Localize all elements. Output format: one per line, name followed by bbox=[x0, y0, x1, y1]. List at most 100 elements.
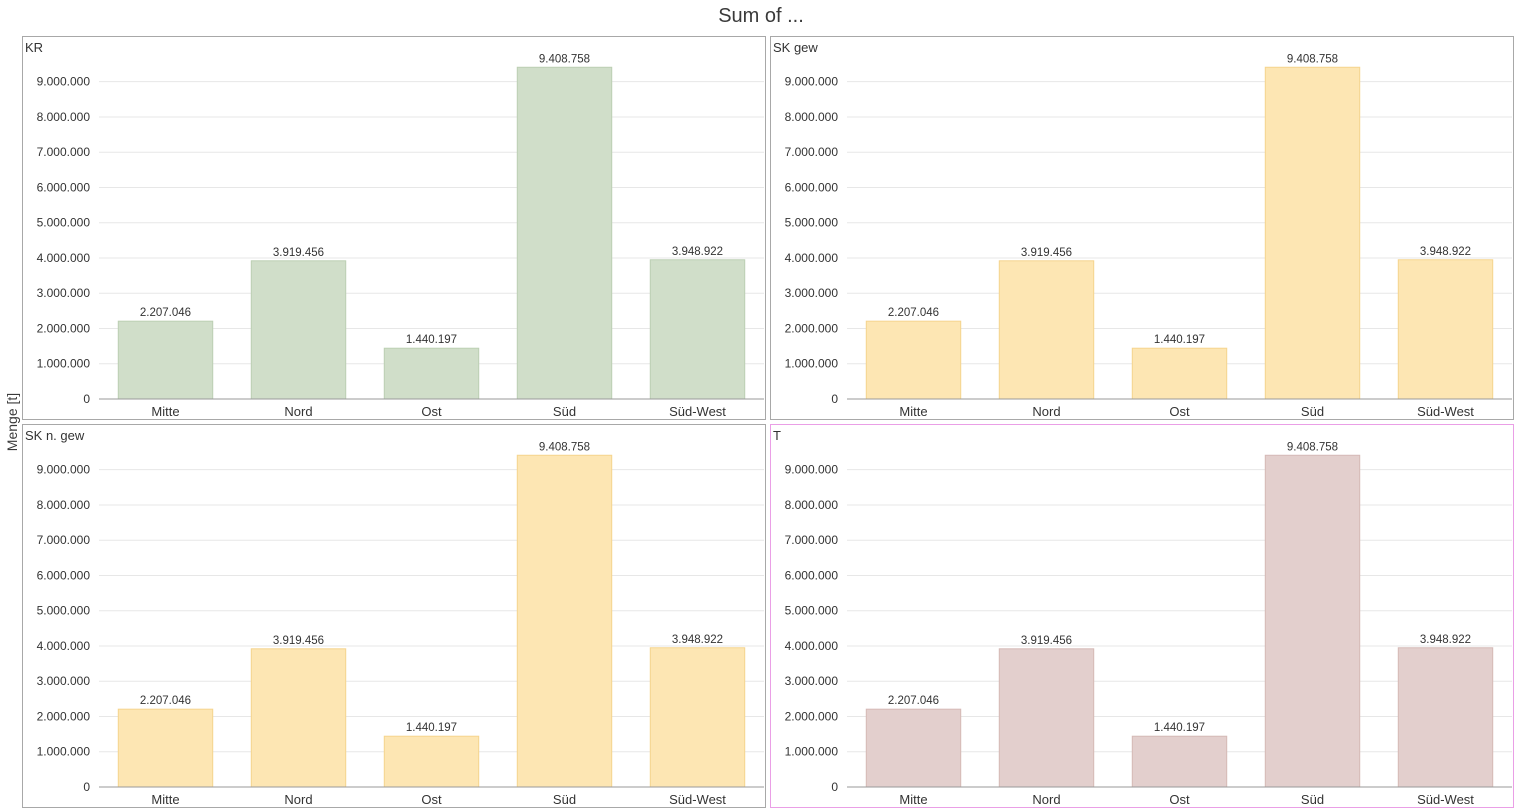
y-tick-label: 3.000.000 bbox=[37, 674, 91, 688]
x-tick-label: Nord bbox=[1032, 404, 1060, 419]
data-label: 3.919.456 bbox=[1021, 635, 1072, 647]
chart-title: Sum of ... bbox=[718, 5, 804, 27]
y-axis-label: Menge [t] bbox=[4, 392, 20, 452]
data-label: 1.440.197 bbox=[1154, 334, 1205, 346]
x-tick-label: Süd bbox=[553, 404, 576, 419]
x-tick-label: Süd-West bbox=[669, 404, 726, 419]
y-tick-label: 6.000.000 bbox=[785, 568, 839, 582]
bar[interactable] bbox=[1131, 735, 1228, 788]
panel-sk-n-gew[interactable]: SK n. gew 0 1.000.000 2.000.000 3.000.000 4.… bbox=[22, 424, 766, 808]
y-tick-label: 9.000.000 bbox=[37, 75, 91, 89]
bar[interactable] bbox=[250, 260, 347, 400]
bar[interactable] bbox=[998, 648, 1095, 788]
data-label: 9.408.758 bbox=[1287, 53, 1338, 65]
y-tick-label: 5.000.000 bbox=[37, 604, 91, 618]
y-tick-label: 3.000.000 bbox=[785, 674, 839, 688]
data-label: 2.207.046 bbox=[140, 307, 191, 319]
data-label: 1.440.197 bbox=[406, 722, 457, 734]
x-tick-label: Süd bbox=[1301, 792, 1324, 807]
y-tick-label: 4.000.000 bbox=[785, 639, 839, 653]
y-tick-label: 7.000.000 bbox=[785, 145, 839, 159]
y-tick-label: 3.000.000 bbox=[785, 286, 839, 300]
y-tick-label: 4.000.000 bbox=[785, 251, 839, 265]
y-tick-label: 5.000.000 bbox=[37, 216, 91, 230]
y-tick-label: 1.000.000 bbox=[37, 745, 91, 759]
bar[interactable] bbox=[1264, 454, 1361, 788]
bar[interactable] bbox=[1397, 259, 1494, 400]
panel-title: SK n. gew bbox=[25, 428, 85, 443]
y-tick-label: 1.000.000 bbox=[785, 357, 839, 371]
y-tick-label: 1.000.000 bbox=[785, 745, 839, 759]
bar[interactable] bbox=[383, 347, 480, 400]
y-tick-label: 6.000.000 bbox=[37, 180, 91, 194]
y-tick-label: 8.000.000 bbox=[785, 498, 839, 512]
x-tick-label: Ost bbox=[1169, 792, 1190, 807]
data-label: 2.207.046 bbox=[140, 695, 191, 707]
bar[interactable] bbox=[649, 647, 746, 788]
panel-t[interactable]: T 0 1.000.000 2.000.000 3.000.000 4.000.000 5… bbox=[770, 424, 1514, 808]
panel-plot: 0 1.000.000 2.000.000 3.000.000 4.000.000 5.0… bbox=[785, 53, 1512, 419]
y-tick-label: 2.000.000 bbox=[37, 709, 91, 723]
bar[interactable] bbox=[998, 260, 1095, 400]
data-label: 3.948.922 bbox=[1420, 246, 1471, 258]
panel-sk-gew[interactable]: SK gew 0 1.000.000 2.000.000 3.000.000 4.000… bbox=[770, 36, 1514, 420]
y-tick-label: 6.000.000 bbox=[37, 568, 91, 582]
panel-title: T bbox=[773, 428, 781, 443]
y-tick-label: 7.000.000 bbox=[37, 145, 91, 159]
bar[interactable] bbox=[117, 320, 214, 400]
bar[interactable] bbox=[649, 259, 746, 400]
x-tick-label: Ost bbox=[421, 404, 442, 419]
y-tick-label: 5.000.000 bbox=[785, 604, 839, 618]
bar[interactable] bbox=[1131, 347, 1228, 400]
bar[interactable] bbox=[383, 735, 480, 788]
x-tick-label: Nord bbox=[1032, 792, 1060, 807]
y-tick-label: 8.000.000 bbox=[37, 498, 91, 512]
data-label: 3.948.922 bbox=[672, 634, 723, 646]
y-tick-label: 8.000.000 bbox=[785, 110, 839, 124]
y-tick-label: 2.000.000 bbox=[785, 709, 839, 723]
x-tick-label: Mitte bbox=[151, 404, 179, 419]
y-tick-label: 2.000.000 bbox=[37, 321, 91, 335]
y-tick-label: 7.000.000 bbox=[37, 533, 91, 547]
data-label: 2.207.046 bbox=[888, 307, 939, 319]
x-tick-label: Süd bbox=[1301, 404, 1324, 419]
y-tick-label: 7.000.000 bbox=[785, 533, 839, 547]
y-tick-label: 4.000.000 bbox=[37, 639, 91, 653]
data-label: 1.440.197 bbox=[1154, 722, 1205, 734]
data-label: 9.408.758 bbox=[539, 441, 590, 453]
bar[interactable] bbox=[865, 708, 962, 788]
x-tick-label: Mitte bbox=[899, 404, 927, 419]
x-tick-label: Süd-West bbox=[669, 792, 726, 807]
bar[interactable] bbox=[516, 66, 613, 400]
y-tick-label: 1.000.000 bbox=[37, 357, 91, 371]
bar[interactable] bbox=[250, 648, 347, 788]
y-tick-label: 3.000.000 bbox=[37, 286, 91, 300]
y-tick-label: 9.000.000 bbox=[37, 463, 91, 477]
data-label: 3.948.922 bbox=[672, 246, 723, 258]
x-tick-label: Mitte bbox=[151, 792, 179, 807]
bar[interactable] bbox=[1264, 66, 1361, 400]
panel-kr[interactable]: KR 0 1.000.000 2.000.000 3.000.000 4.000.000… bbox=[22, 36, 766, 420]
x-tick-label: Mitte bbox=[899, 792, 927, 807]
x-tick-label: Ost bbox=[1169, 404, 1190, 419]
data-label: 1.440.197 bbox=[406, 334, 457, 346]
data-label: 3.948.922 bbox=[1420, 634, 1471, 646]
data-label: 3.919.456 bbox=[1021, 247, 1072, 259]
x-tick-label: Nord bbox=[284, 404, 312, 419]
y-tick-label: 2.000.000 bbox=[785, 321, 839, 335]
panel-plot: 0 1.000.000 2.000.000 3.000.000 4.000.000 5.0… bbox=[785, 441, 1512, 807]
y-tick-label: 6.000.000 bbox=[785, 180, 839, 194]
bar[interactable] bbox=[1397, 647, 1494, 788]
x-tick-label: Süd-West bbox=[1417, 404, 1474, 419]
y-tick-label: 9.000.000 bbox=[785, 463, 839, 477]
data-label: 2.207.046 bbox=[888, 695, 939, 707]
y-tick-label: 4.000.000 bbox=[37, 251, 91, 265]
data-label: 3.919.456 bbox=[273, 247, 324, 259]
panel-title: SK gew bbox=[773, 40, 818, 55]
data-label: 9.408.758 bbox=[1287, 441, 1338, 453]
y-tick-label: 0 bbox=[83, 392, 90, 406]
y-tick-label: 5.000.000 bbox=[785, 216, 839, 230]
bar[interactable] bbox=[865, 320, 962, 400]
bar[interactable] bbox=[117, 708, 214, 788]
bar[interactable] bbox=[516, 454, 613, 788]
